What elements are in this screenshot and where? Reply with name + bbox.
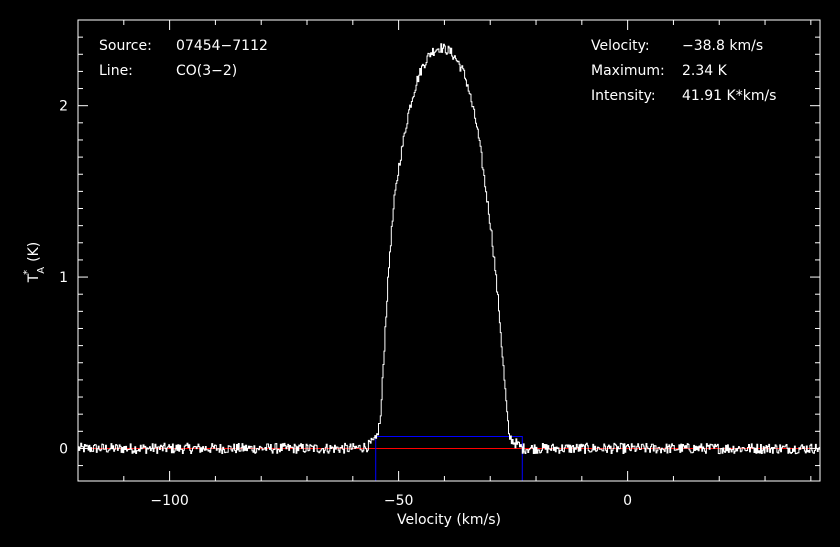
y-axis-label-unit: (K) — [26, 242, 42, 262]
x-tick-label: −50 — [384, 493, 414, 509]
annotation-key: Maximum: — [591, 63, 665, 79]
y-tick-label: 2 — [59, 99, 68, 115]
text-layer: Velocity (km/s) TA* (K) Source: 07454−7112… — [22, 38, 776, 528]
y-axis-label: TA* (K) — [22, 242, 47, 284]
y-axis-label-superscript: * — [22, 270, 33, 275]
x-tick-label: 0 — [623, 493, 632, 509]
spectrum-line — [78, 43, 820, 455]
annotation-value: CO(3−2) — [176, 63, 237, 79]
y-axis-label-main: T — [26, 273, 42, 283]
annotation-key: Line: — [99, 63, 133, 79]
svg-text:TA*(K): TA* (K) — [22, 242, 47, 284]
annotation-value: 07454−7112 — [176, 38, 268, 54]
annotation-value: −38.8 km/s — [682, 38, 763, 54]
data-layer — [78, 43, 820, 481]
x-tick-label: −100 — [150, 493, 188, 509]
annotation-value: 2.34 K — [682, 63, 728, 79]
plot-frame — [77, 19, 821, 482]
integration-window — [375, 435, 523, 481]
y-axis-label-subscript: A — [36, 267, 47, 274]
annotation-key: Velocity: — [591, 38, 650, 54]
x-axis-label: Velocity (km/s) — [397, 512, 501, 528]
y-tick-label: 1 — [59, 270, 68, 286]
annotation-key: Source: — [99, 38, 152, 54]
annotation-value: 41.91 K*km/s — [682, 88, 776, 104]
y-tick-label: 0 — [59, 441, 68, 457]
annotation-key: Intensity: — [591, 88, 656, 104]
ticks-layer: −100 −50 0 0 1 2 — [59, 20, 820, 509]
